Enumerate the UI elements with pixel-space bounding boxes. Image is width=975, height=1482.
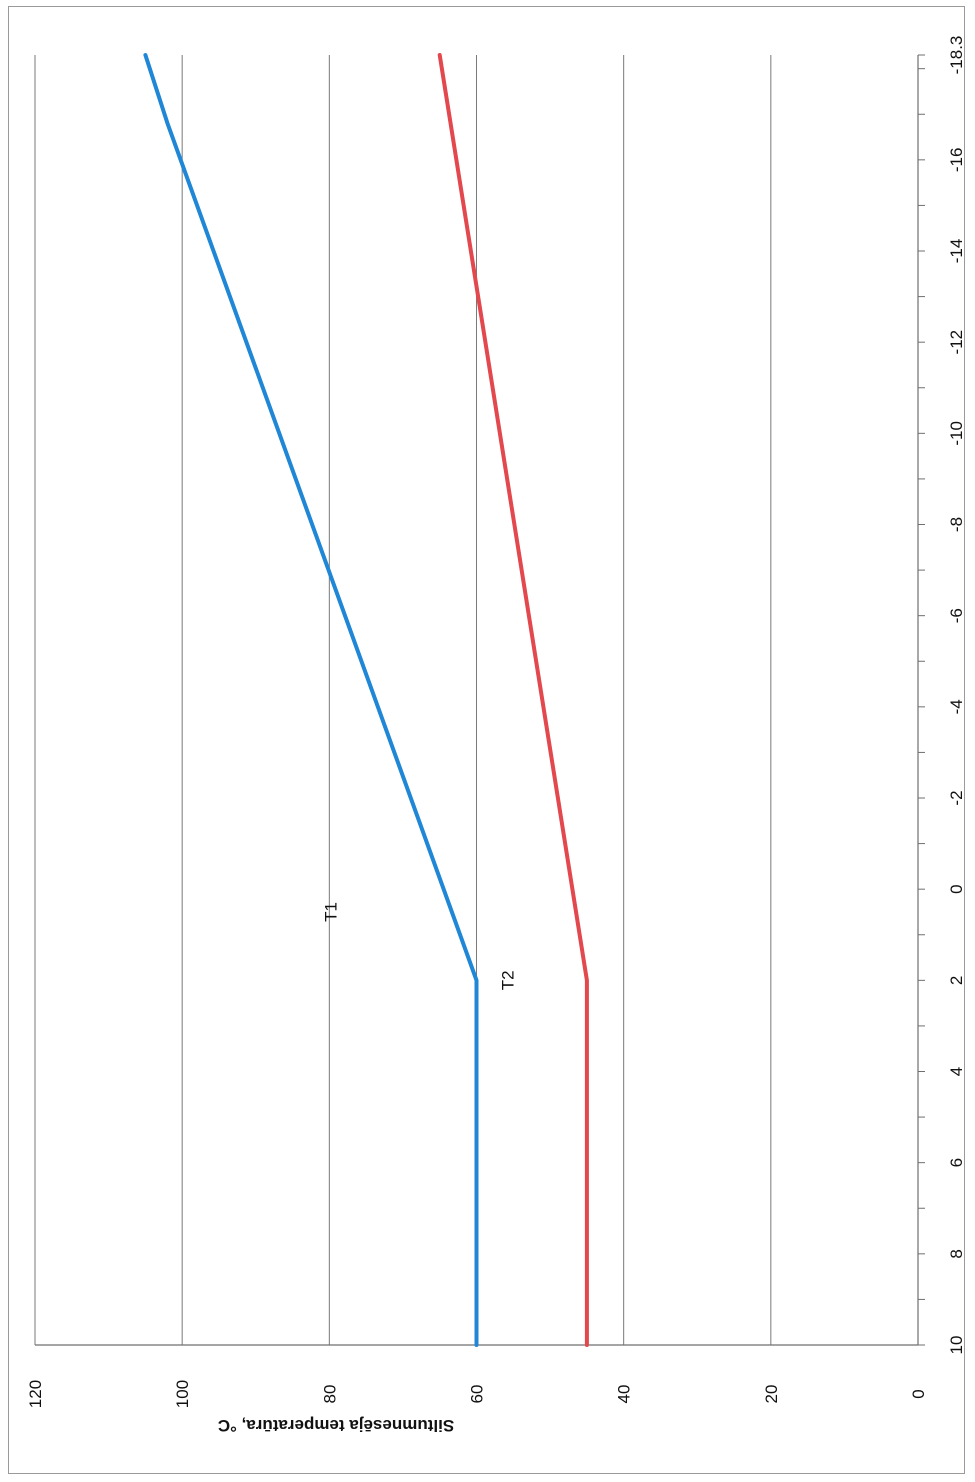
x-tick-label: -14 xyxy=(947,239,966,264)
x-tick-label: -10 xyxy=(947,421,966,446)
y-tick-label: 80 xyxy=(320,1385,339,1404)
x-tick-label: -16 xyxy=(947,148,966,173)
chart-frame xyxy=(8,6,965,1474)
series-line-t1 xyxy=(143,53,479,1347)
x-tick-label: -2 xyxy=(947,790,966,805)
series-group xyxy=(143,53,589,1347)
x-tick-label: 6 xyxy=(947,1158,966,1167)
y-tick-label: 0 xyxy=(909,1389,928,1398)
annotation-t2: T2 xyxy=(498,970,517,990)
x-tick-label: 2 xyxy=(947,976,966,985)
y-tick-label: 40 xyxy=(615,1385,634,1404)
grid-lines xyxy=(34,55,772,1345)
y-tick-label: 20 xyxy=(762,1385,781,1404)
x-tick-label: -6 xyxy=(947,608,966,623)
y-tick-label: 100 xyxy=(173,1380,192,1408)
x-tick-label: -12 xyxy=(947,330,966,355)
x-tick-label: -4 xyxy=(947,699,966,714)
axes xyxy=(35,54,925,1346)
x-tick-label: -18.3 xyxy=(947,36,966,75)
y-axis-title: Siltumnesēja temperatūra, °C xyxy=(218,1416,454,1435)
x-tick-label: -8 xyxy=(947,517,966,532)
y-tick-label: 60 xyxy=(468,1385,487,1404)
x-tick-label: 0 xyxy=(947,884,966,893)
labels-group: 0204060801001201086420-2-4-6-8-10-12-14-… xyxy=(26,36,966,1435)
x-tick-label: 4 xyxy=(947,1067,966,1076)
annotation-t1: T1 xyxy=(322,902,341,922)
x-tick-label: 10 xyxy=(947,1336,966,1355)
x-tick-label: 8 xyxy=(947,1249,966,1258)
y-tick-label: 120 xyxy=(26,1380,45,1408)
series-line-t2 xyxy=(437,53,589,1347)
